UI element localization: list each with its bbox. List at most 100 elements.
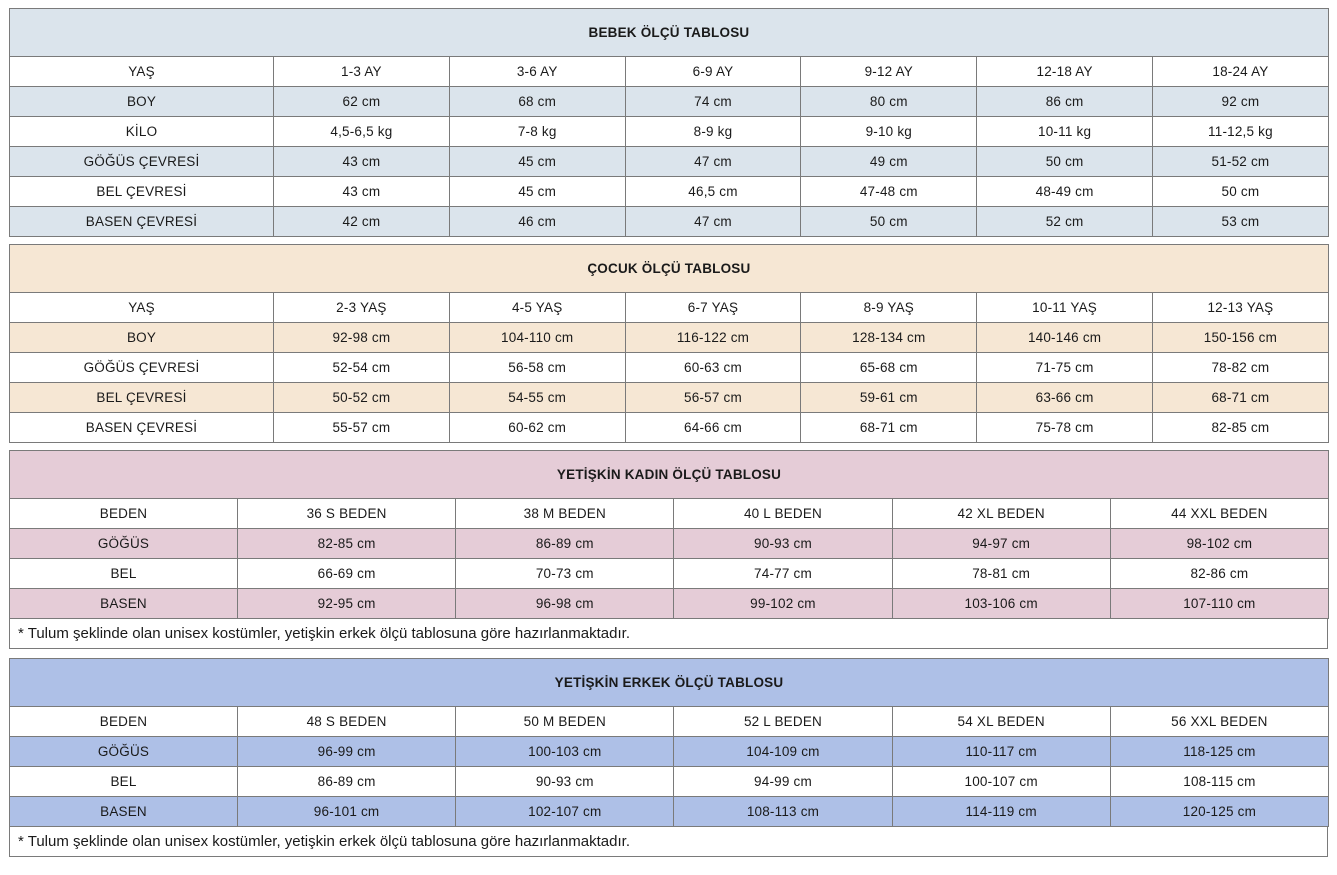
cell: 96-101 cm [236,796,457,827]
cell: 94-99 cm [673,766,893,797]
cell: 7-8 kg [448,116,626,147]
cell: 52 cm [976,206,1153,237]
cell: 116-122 cm [624,322,802,353]
cell: 68-71 cm [800,412,978,443]
cell: 60-63 cm [624,352,802,383]
cell: 11-12,5 kg [1151,116,1329,147]
cell: 63-66 cm [976,382,1153,413]
cell: 50 cm [976,146,1153,177]
cell: 94-97 cm [891,528,1111,559]
cell: 90-93 cm [673,528,893,559]
cell: 75-78 cm [976,412,1153,443]
table-row: BASEN ÇEVRESİ 55-57 cm 60-62 cm 64-66 cm… [9,412,1329,443]
cell: 82-85 cm [1151,412,1329,443]
cell: 99-102 cm [673,588,893,619]
cell: 8-9 YAŞ [800,292,978,323]
cell: 74-77 cm [673,558,893,589]
cell: 4-5 YAŞ [448,292,626,323]
row-label: GÖĞÜS [9,528,238,559]
cell: 43 cm [273,146,450,177]
row-label: BOY [9,322,274,353]
cell: 50 M BEDEN [455,706,675,737]
cell: 71-75 cm [976,352,1153,383]
cell: 56 XXL BEDEN [1109,706,1330,737]
row-label: YAŞ [9,292,274,323]
cell: 47-48 cm [800,176,978,207]
table-row: KİLO 4,5-6,5 kg 7-8 kg 8-9 kg 9-10 kg 10… [9,116,1329,147]
row-label: GÖĞÜS ÇEVRESİ [9,352,274,383]
cell: 68 cm [448,86,626,117]
cell: 78-82 cm [1151,352,1329,383]
table-row: GÖĞÜS 82-85 cm 86-89 cm 90-93 cm 94-97 c… [9,528,1330,559]
woman-size-table: YETİŞKİN KADIN ÖLÇÜ TABLOSU BEDEN 36 S B… [9,450,1330,619]
cell: 60-62 cm [448,412,626,443]
cell: 8-9 kg [624,116,802,147]
cell: 55-57 cm [273,412,450,443]
cell: 92-98 cm [273,322,450,353]
cell: 18-24 AY [1151,56,1329,87]
table-row: BOY 62 cm 68 cm 74 cm 80 cm 86 cm 92 cm [9,86,1329,117]
cell: 9-12 AY [800,56,978,87]
cell: 62 cm [273,86,450,117]
row-label: GÖĞÜS [9,736,238,767]
baby-table-title: BEBEK ÖLÇÜ TABLOSU [9,8,1329,57]
cell: 96-99 cm [236,736,457,767]
cell: 45 cm [448,146,626,177]
cell: 50 cm [1151,176,1329,207]
table-row: BASEN 92-95 cm 96-98 cm 99-102 cm 103-10… [9,588,1330,619]
cell: 56-57 cm [624,382,802,413]
cell: 9-10 kg [800,116,978,147]
cell: 78-81 cm [891,558,1111,589]
cell: 40 L BEDEN [673,498,893,529]
cell: 104-110 cm [448,322,626,353]
cell: 92-95 cm [236,588,457,619]
cell: 110-117 cm [891,736,1111,767]
cell: 65-68 cm [800,352,978,383]
cell: 108-113 cm [673,796,893,827]
table-row: BEL ÇEVRESİ 43 cm 45 cm 46,5 cm 47-48 cm… [9,176,1329,207]
row-label: BEL ÇEVRESİ [9,382,274,413]
man-table-footnote: * Tulum şeklinde olan unisex kostümler, … [9,827,1328,857]
cell: 43 cm [273,176,450,207]
cell: 150-156 cm [1151,322,1329,353]
row-label: BEDEN [9,498,238,529]
cell: 52 L BEDEN [673,706,893,737]
row-label: BASEN ÇEVRESİ [9,412,274,443]
cell: 47 cm [624,146,802,177]
cell: 66-69 cm [236,558,457,589]
cell: 46 cm [448,206,626,237]
table-row: BEDEN 48 S BEDEN 50 M BEDEN 52 L BEDEN 5… [9,706,1330,737]
child-size-table: ÇOCUK ÖLÇÜ TABLOSU YAŞ 2-3 YAŞ 4-5 YAŞ 6… [9,244,1329,443]
cell: 68-71 cm [1151,382,1329,413]
woman-table-title: YETİŞKİN KADIN ÖLÇÜ TABLOSU [9,450,1329,499]
cell: 86 cm [976,86,1153,117]
table-row: YAŞ 2-3 YAŞ 4-5 YAŞ 6-7 YAŞ 8-9 YAŞ 10-1… [9,292,1329,323]
cell: 92 cm [1151,86,1329,117]
row-label: BEDEN [9,706,238,737]
cell: 120-125 cm [1109,796,1330,827]
cell: 4,5-6,5 kg [273,116,450,147]
cell: 59-61 cm [800,382,978,413]
table-row: GÖĞÜS ÇEVRESİ 43 cm 45 cm 47 cm 49 cm 50… [9,146,1329,177]
row-label: BASEN [9,588,238,619]
row-label: BEL [9,558,238,589]
table-title-row: YETİŞKİN ERKEK ÖLÇÜ TABLOSU [8,658,1330,707]
table-row: GÖĞÜS 96-99 cm 100-103 cm 104-109 cm 110… [9,736,1330,767]
cell: 100-107 cm [891,766,1111,797]
cell: 53 cm [1151,206,1329,237]
cell: 42 cm [273,206,450,237]
cell: 96-98 cm [455,588,675,619]
table-row: YAŞ 1-3 AY 3-6 AY 6-9 AY 9-12 AY 12-18 A… [9,56,1329,87]
table-row: BEL 66-69 cm 70-73 cm 74-77 cm 78-81 cm … [9,558,1330,589]
table-title-row: BEBEK ÖLÇÜ TABLOSU [9,8,1329,57]
cell: 114-119 cm [891,796,1111,827]
cell: 46,5 cm [624,176,802,207]
cell: 140-146 cm [976,322,1153,353]
baby-size-table: BEBEK ÖLÇÜ TABLOSU YAŞ 1-3 AY 3-6 AY 6-9… [9,8,1329,237]
cell: 102-107 cm [455,796,675,827]
cell: 51-52 cm [1151,146,1329,177]
cell: 52-54 cm [273,352,450,383]
table-title-row: ÇOCUK ÖLÇÜ TABLOSU [9,244,1329,293]
row-label: KİLO [9,116,274,147]
